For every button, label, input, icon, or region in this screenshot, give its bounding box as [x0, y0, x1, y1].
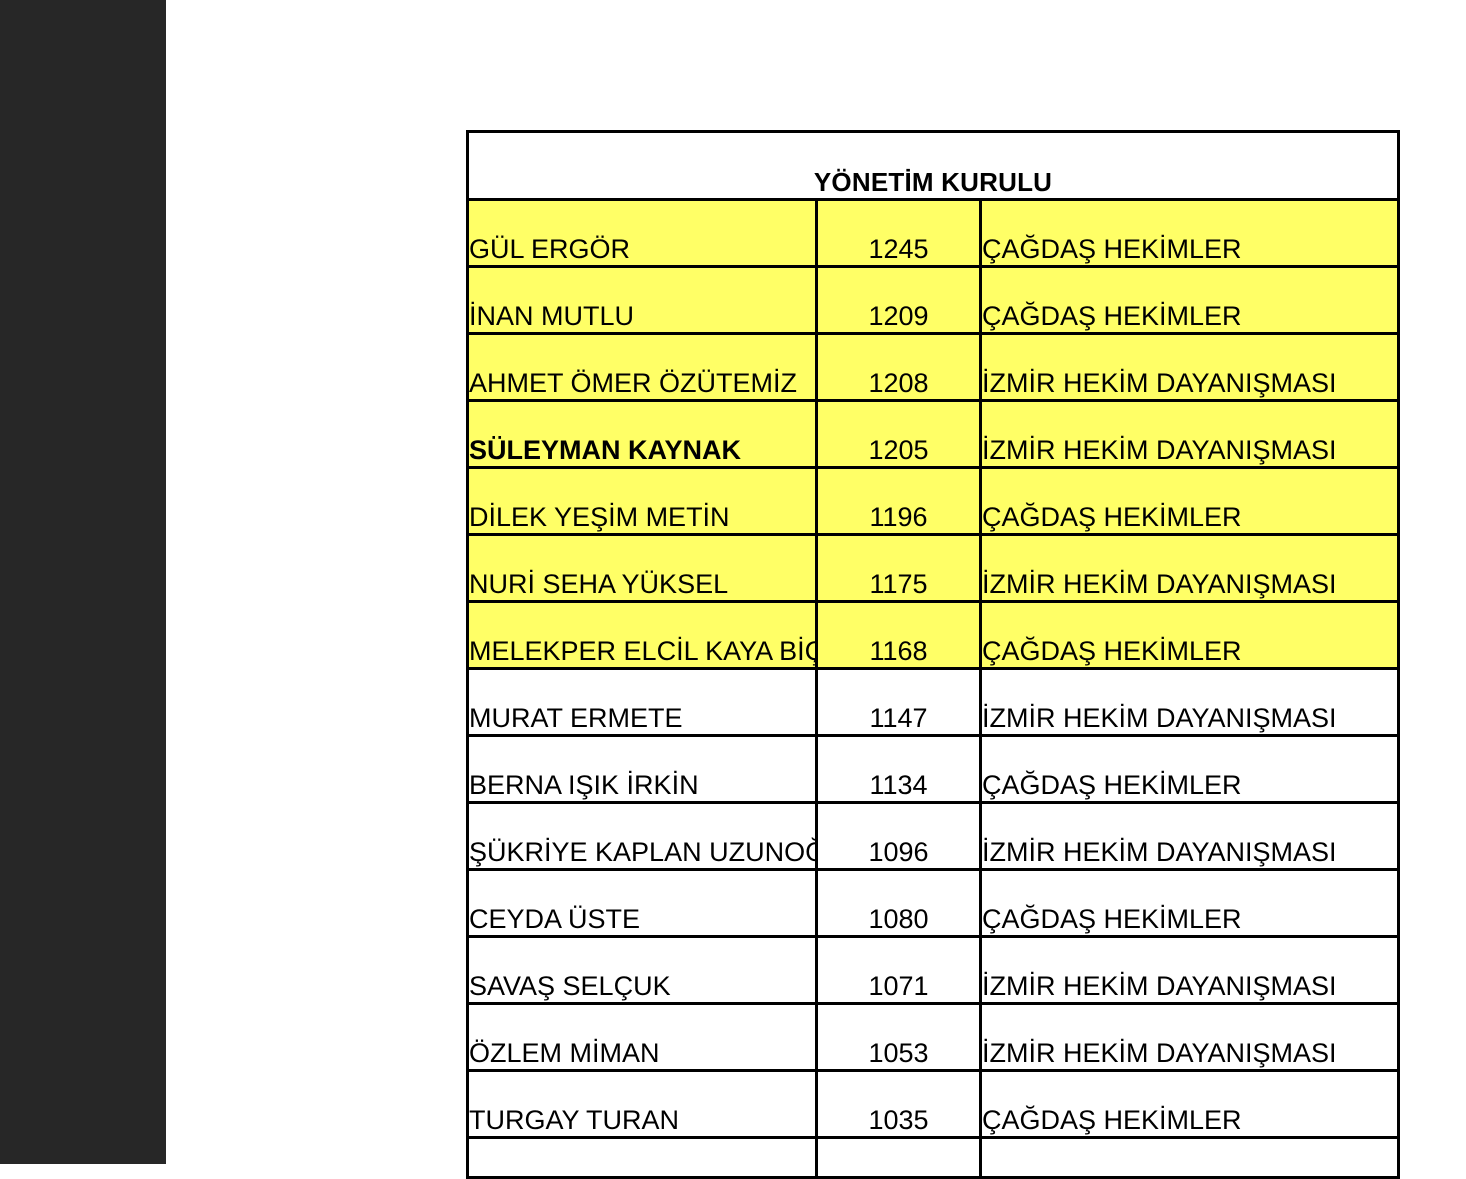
table-body: GÜL ERGÖR 1245 ÇAĞDAŞ HEKİMLER İNAN MUTLU 12…	[466, 198, 1401, 1179]
cell-party-name: ÇAĞDAŞ HEKİMLER	[978, 868, 1401, 938]
cell-vote-count: 1096	[815, 801, 982, 871]
cell-candidate-name: MELEKPER ELCİL KAYA BİÇER	[466, 600, 818, 670]
cell-candidate-name: İNAN MUTLU	[466, 265, 818, 335]
cell-party-name: ÇAĞDAŞ HEKİMLER	[978, 466, 1401, 536]
cell-vote-count: 1080	[815, 868, 982, 938]
cell-party-name: ÇAĞDAŞ HEKİMLER	[978, 734, 1401, 804]
table-row-partial	[466, 1136, 1401, 1179]
cell-party-name: İZMİR HEKİM DAYANIŞMASI	[978, 935, 1401, 1005]
cell-vote-count: 1209	[815, 265, 982, 335]
cell-vote-count: 1175	[815, 533, 982, 603]
table-row: BERNA IŞIK İRKİN 1134 ÇAĞDAŞ HEKİMLER	[466, 734, 1401, 804]
cell-candidate-name: ÖZLEM MİMAN	[466, 1002, 818, 1072]
table-title: YÖNETİM KURULU	[465, 130, 1401, 201]
cell-vote-count: 1147	[815, 667, 982, 737]
table-row: ŞÜKRİYE KAPLAN UZUNOĞLU1096İZMİR HEKİM D…	[466, 801, 1401, 871]
cell-candidate-name: AHMET ÖMER ÖZÜTEMİZ	[466, 332, 818, 402]
cell-vote-count: 1071	[815, 935, 982, 1005]
cell-vote-count: 1035	[815, 1069, 982, 1139]
cell-vote-count: 1196	[815, 466, 982, 536]
cell-party-name: İZMİR HEKİM DAYANIŞMASI	[978, 801, 1401, 871]
table-row: MURAT ERMETE 1147 İZMİR HEKİM DAYANIŞMASI	[466, 667, 1401, 737]
cell-candidate-name: ŞÜKRİYE KAPLAN UZUNOĞLU	[466, 801, 818, 871]
table-header: YÖNETİM KURULU	[465, 130, 1401, 201]
cell-vote-count: 1208	[815, 332, 982, 402]
cell-candidate-name: NURİ SEHA YÜKSEL	[466, 533, 818, 603]
cell-vote-count	[815, 1136, 982, 1179]
cell-party-name: ÇAĞDAŞ HEKİMLER	[978, 198, 1401, 268]
table-row: TURGAY TURAN 1035 ÇAĞDAŞ HEKİMLER	[466, 1069, 1401, 1139]
table-row: MELEKPER ELCİL KAYA BİÇER1168ÇAĞDAŞ HEKİ…	[466, 600, 1401, 670]
table-row: ÖZLEM MİMAN 1053 İZMİR HEKİM DAYANIŞMASI	[466, 1002, 1401, 1072]
table-row: İNAN MUTLU 1209 ÇAĞDAŞ HEKİMLER	[466, 265, 1401, 335]
table-row: SAVAŞ SELÇUK 1071 İZMİR HEKİM DAYANIŞMASI	[466, 935, 1401, 1005]
table-row: DİLEK YEŞİM METİN 1196 ÇAĞDAŞ HEKİMLER	[466, 466, 1401, 536]
cell-candidate-name: DİLEK YEŞİM METİN	[466, 466, 818, 536]
cell-candidate-name: SÜLEYMAN KAYNAK	[466, 399, 818, 469]
cell-vote-count: 1245	[815, 198, 982, 268]
table-row: NURİ SEHA YÜKSEL 1175 İZMİR HEKİM DAYANIŞM…	[466, 533, 1401, 603]
cell-candidate-name: MURAT ERMETE	[466, 667, 818, 737]
cell-candidate-name: BERNA IŞIK İRKİN	[466, 734, 818, 804]
cell-party-name: İZMİR HEKİM DAYANIŞMASI	[978, 332, 1401, 402]
cell-party-name	[978, 1136, 1401, 1179]
left-dark-rail	[0, 0, 166, 1164]
document-surface: YÖNETİM KURULU GÜL ERGÖR 1245 ÇAĞDAŞ HEKİM…	[166, 0, 1466, 1179]
cell-candidate-name: CEYDA ÜSTE	[466, 868, 818, 938]
cell-vote-count: 1134	[815, 734, 982, 804]
table-title-row: YÖNETİM KURULU	[465, 130, 1401, 201]
cell-party-name: ÇAĞDAŞ HEKİMLER	[978, 600, 1401, 670]
cell-vote-count: 1053	[815, 1002, 982, 1072]
table-row: CEYDA ÜSTE 1080 ÇAĞDAŞ HEKİMLER	[466, 868, 1401, 938]
table-row: AHMET ÖMER ÖZÜTEMİZ 1208 İZMİR HEKİM DAYAN…	[466, 332, 1401, 402]
cell-party-name: İZMİR HEKİM DAYANIŞMASI	[978, 1002, 1401, 1072]
cell-vote-count: 1168	[815, 600, 982, 670]
election-results-table: YÖNETİM KURULU GÜL ERGÖR 1245 ÇAĞDAŞ HEKİM…	[465, 130, 1401, 1179]
cell-party-name: İZMİR HEKİM DAYANIŞMASI	[978, 399, 1401, 469]
cell-party-name: İZMİR HEKİM DAYANIŞMASI	[978, 667, 1401, 737]
cell-candidate-name	[466, 1136, 818, 1179]
table-row: SÜLEYMAN KAYNAK 1205 İZMİR HEKİM DAYANIŞMA…	[466, 399, 1401, 469]
cell-candidate-name: TURGAY TURAN	[466, 1069, 818, 1139]
cell-party-name: ÇAĞDAŞ HEKİMLER	[978, 265, 1401, 335]
cell-vote-count: 1205	[815, 399, 982, 469]
cell-party-name: ÇAĞDAŞ HEKİMLER	[978, 1069, 1401, 1139]
table-row: GÜL ERGÖR 1245 ÇAĞDAŞ HEKİMLER	[466, 198, 1401, 268]
cell-party-name: İZMİR HEKİM DAYANIŞMASI	[978, 533, 1401, 603]
cell-candidate-name: GÜL ERGÖR	[466, 198, 818, 268]
cell-candidate-name: SAVAŞ SELÇUK	[466, 935, 818, 1005]
